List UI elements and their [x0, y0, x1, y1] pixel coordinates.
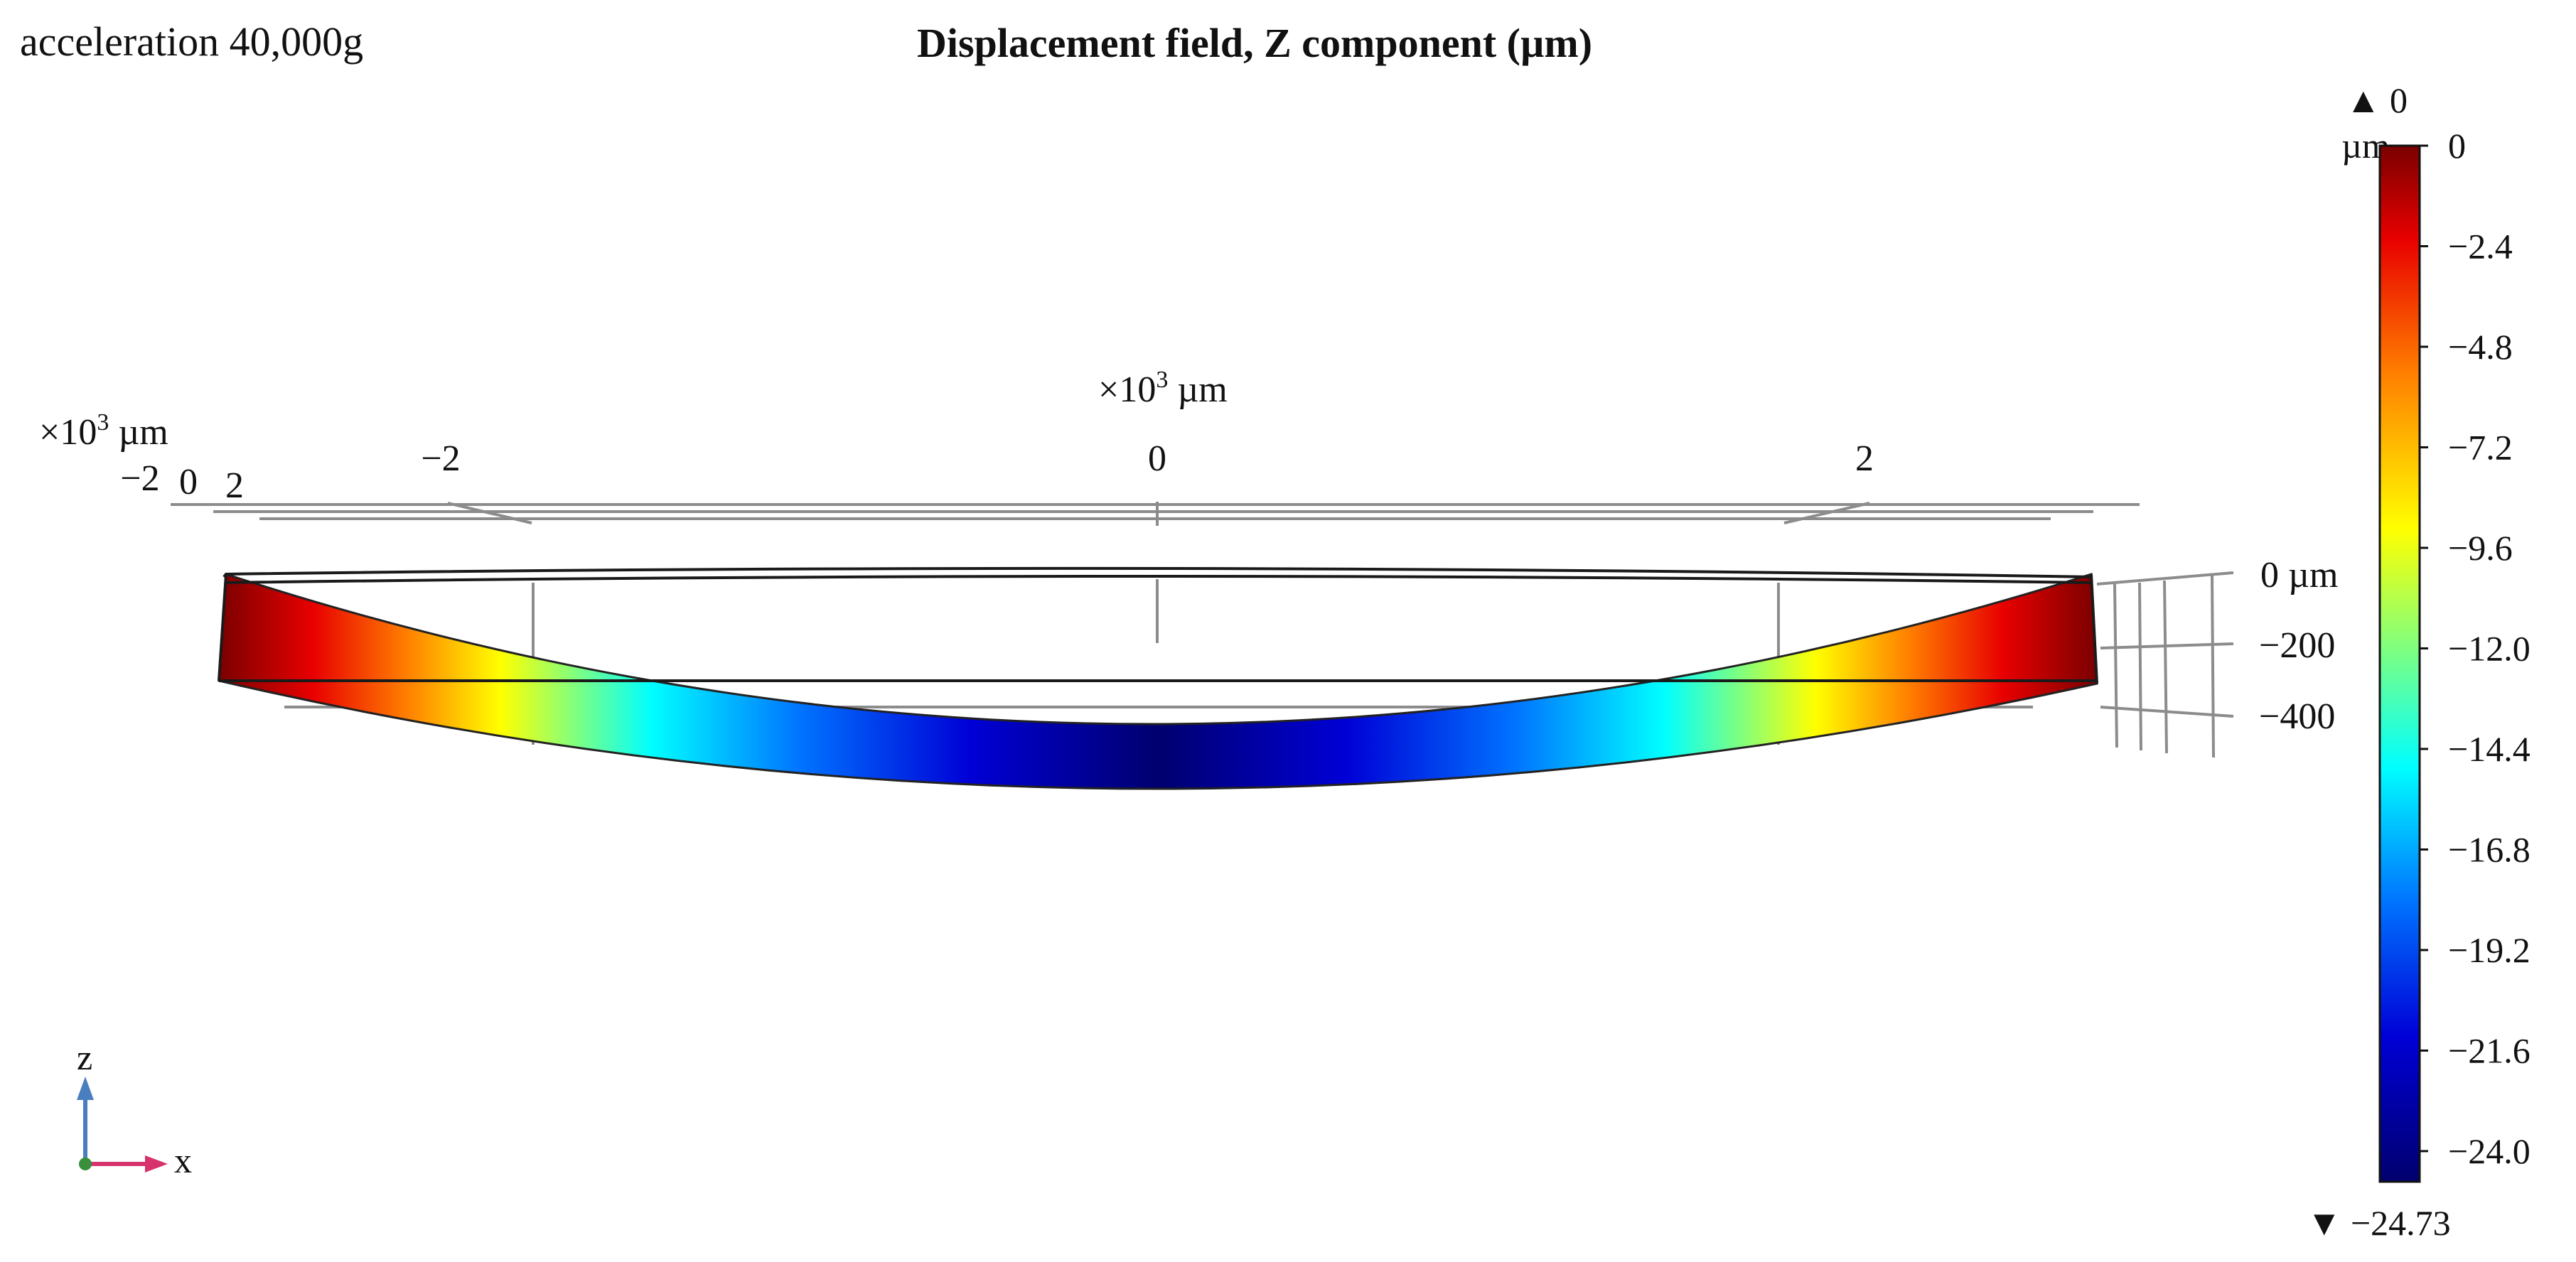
grid-line: [447, 502, 532, 524]
triad-origin: [79, 1158, 92, 1170]
x-axis-unit-label: ×103 µm: [1098, 367, 1228, 410]
colorbar-tick-label: −7.2: [2448, 427, 2513, 467]
colorbar-tick-label: −24.0: [2448, 1131, 2531, 1171]
colorbar-tick-label: −14.4: [2448, 729, 2531, 769]
triad-x-label: x: [174, 1140, 192, 1180]
grid-line: [2211, 575, 2215, 758]
colorbar: [2378, 144, 2421, 1183]
y-tick-label: 2: [225, 465, 244, 506]
plot-title: Displacement field, Z component (µm): [917, 20, 1592, 66]
colorbar-max-marker: ▲ 0: [2346, 80, 2408, 120]
z-tick-label: −200: [2259, 625, 2335, 666]
triad-x-arrowhead: [145, 1155, 168, 1172]
colorbar-ticks: 0 −2.4 −4.8 −7.2 −9.6 −12.0 −14.4 −16.8 −19.2 −21…: [2420, 126, 2531, 1171]
colorbar-tick-label: −9.6: [2448, 528, 2513, 568]
y-tick-label: 0: [179, 462, 198, 502]
grid-line: [2096, 571, 2234, 586]
z-tick-label: −400: [2259, 696, 2335, 737]
grid-line: [2163, 580, 2168, 754]
colorbar-tick-label: −2.4: [2448, 226, 2513, 266]
colorbar-min-marker: ▼ −24.73: [2307, 1203, 2451, 1243]
grid-line: [2138, 582, 2142, 751]
colorbar-tick-label: −16.8: [2448, 829, 2531, 869]
grid-line: [2113, 583, 2118, 748]
x-tick-label: 0: [1148, 438, 1166, 479]
undeformed-outline-side: [2090, 573, 2098, 684]
triad-z-label: z: [77, 1037, 92, 1077]
load-case-label: acceleration 40,000g: [20, 18, 363, 65]
y-axis-unit-label: ×103 µm: [39, 409, 168, 453]
undeformed-outline-top: [225, 575, 2092, 584]
colorbar-tick-label: −19.2: [2448, 930, 2531, 970]
undeformed-outline-side: [218, 573, 227, 681]
undeformed-outline-top: [222, 566, 2092, 578]
colorbar-tick-label: −21.6: [2448, 1030, 2531, 1070]
colorbar-tick-label: −4.8: [2448, 327, 2513, 367]
y-tick-label: −2: [120, 458, 159, 499]
colorbar-tick-label: −12.0: [2448, 628, 2531, 668]
z-tick-label: 0 µm: [2260, 555, 2338, 595]
axis-triad: z x: [77, 1037, 192, 1180]
x-tick-label: −2: [421, 438, 460, 479]
colorbar-tick-label: 0: [2448, 126, 2466, 166]
grid-line: [1783, 502, 1870, 524]
triad-z-arrowhead: [77, 1077, 94, 1100]
x-tick-label: 2: [1855, 438, 1874, 479]
